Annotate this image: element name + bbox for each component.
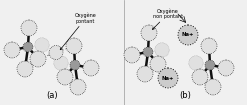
Circle shape (155, 43, 169, 57)
Circle shape (83, 60, 99, 76)
Circle shape (49, 45, 63, 60)
Text: (b): (b) (179, 91, 191, 100)
Text: (a): (a) (46, 91, 58, 100)
Circle shape (141, 25, 157, 41)
Circle shape (70, 60, 80, 70)
Circle shape (124, 47, 140, 63)
Circle shape (218, 60, 234, 76)
Circle shape (192, 69, 208, 85)
Text: Oxygène
pontant: Oxygène pontant (60, 12, 97, 50)
Circle shape (143, 47, 153, 57)
Circle shape (4, 42, 20, 58)
Circle shape (178, 25, 198, 45)
Circle shape (205, 60, 215, 70)
Circle shape (70, 79, 86, 95)
Text: Na+: Na+ (182, 33, 194, 37)
Circle shape (35, 38, 49, 52)
Circle shape (150, 56, 166, 72)
Circle shape (205, 79, 221, 95)
Circle shape (30, 51, 46, 67)
Text: Na+: Na+ (162, 75, 174, 81)
Circle shape (21, 20, 37, 36)
Circle shape (189, 56, 203, 70)
Circle shape (57, 69, 73, 85)
Circle shape (158, 68, 178, 88)
Circle shape (201, 38, 217, 54)
Circle shape (23, 42, 33, 52)
Circle shape (66, 38, 82, 54)
Circle shape (54, 56, 68, 70)
Circle shape (137, 66, 153, 82)
Circle shape (17, 61, 33, 77)
Text: Oxygène
non pontant: Oxygène non pontant (152, 8, 183, 30)
